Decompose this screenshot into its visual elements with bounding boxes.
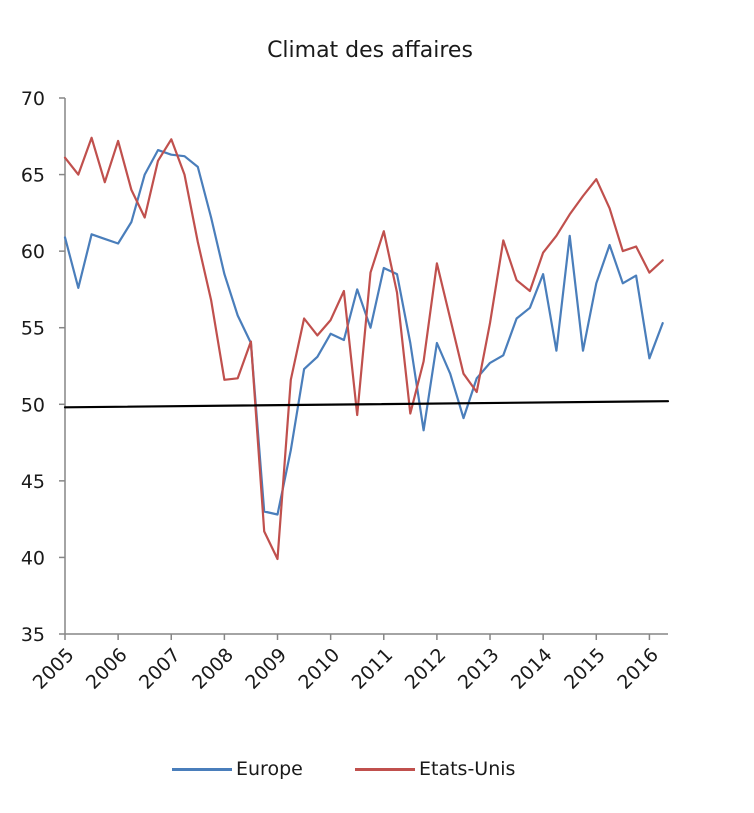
legend-label-europe: Europe (236, 758, 303, 780)
x-tick-label: 2005 (29, 644, 79, 694)
x-tick-label: 2016 (613, 644, 663, 694)
x-tick-label: 2012 (401, 644, 451, 694)
y-tick-label: 65 (21, 165, 45, 187)
x-tick-label: 2010 (294, 644, 344, 694)
axes: 35 40 45 50 55 60 65 70 2005 2006 2007 2008 2009 2010… (21, 88, 668, 694)
legend-swatch-etats-unis (355, 767, 415, 771)
legend-label-etats-unis: Etats-Unis (419, 758, 516, 780)
legend: Europe Etats-Unis (0, 758, 754, 786)
legend-swatch-europe (172, 767, 232, 771)
chart-title: Climat des affaires (267, 38, 473, 63)
reference-line-50 (63, 400, 670, 409)
y-tick-label: 40 (21, 547, 45, 569)
x-tick-label: 2007 (135, 644, 185, 694)
y-tick-label: 55 (21, 318, 45, 340)
series-line-europe (63, 149, 664, 516)
legend-item-etats-unis: Etats-Unis (355, 758, 515, 780)
y-tick-label: 45 (21, 471, 45, 493)
y-tick-label: 35 (21, 624, 45, 646)
y-tick-label: 60 (21, 241, 45, 263)
y-tick-label: 70 (21, 88, 45, 110)
x-tick-label: 2008 (188, 644, 238, 694)
x-tick-label: 2009 (241, 644, 291, 694)
series-layer (63, 136, 670, 561)
y-tick-label: 50 (21, 394, 45, 416)
series-line-etats-unis (63, 136, 664, 561)
x-tick-label: 2013 (454, 644, 504, 694)
x-tick-label: 2011 (348, 644, 398, 694)
x-tick-label: 2014 (507, 644, 557, 694)
legend-item-europe: Europe (172, 758, 303, 780)
x-tick-label: 2006 (82, 644, 132, 694)
x-tick-label: 2015 (560, 644, 610, 694)
